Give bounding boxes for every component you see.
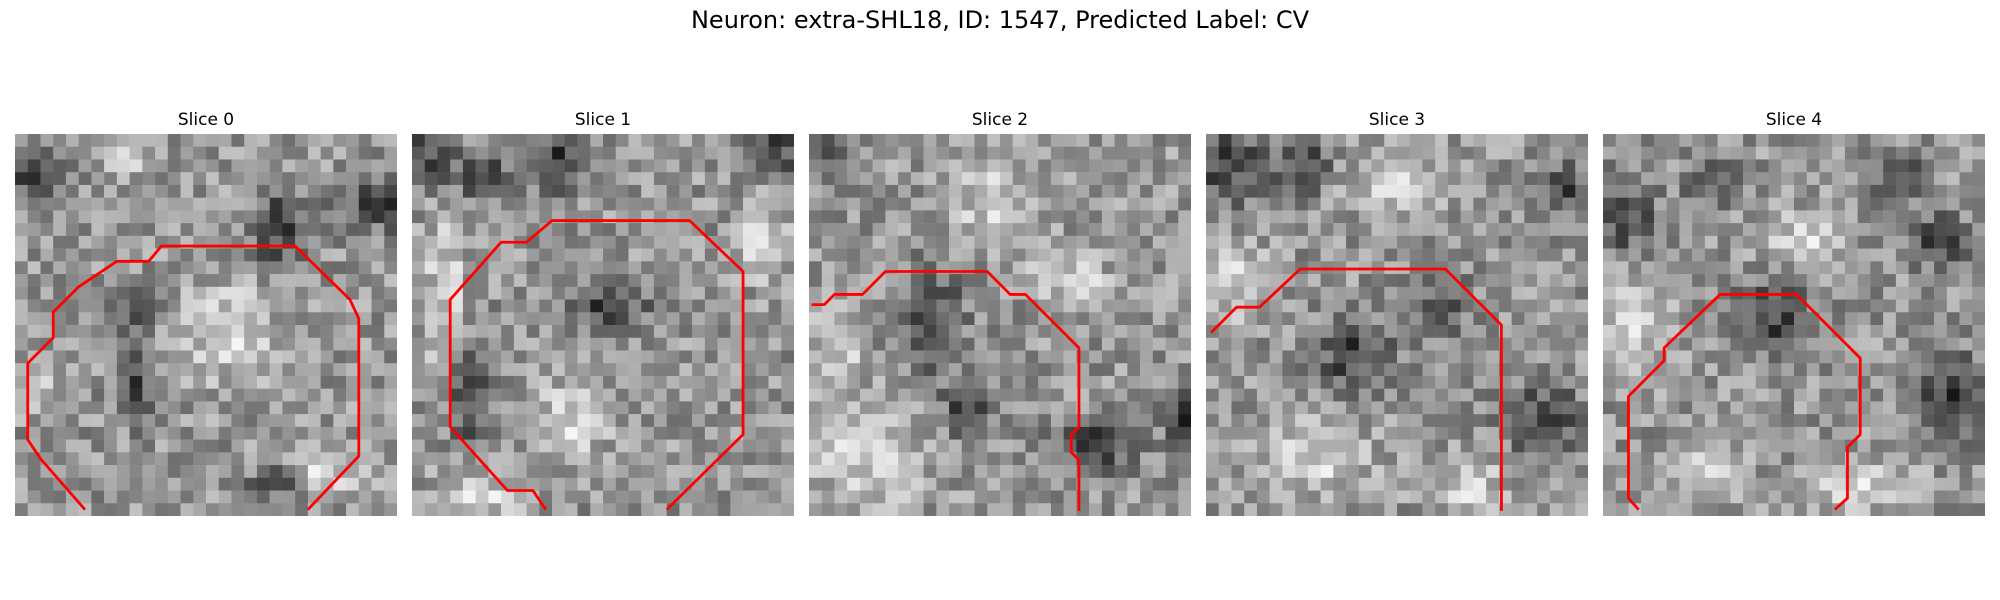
slice-panel-0: Slice 0 <box>15 110 397 516</box>
slice-image <box>809 134 1191 516</box>
slice-title: Slice 3 <box>1206 110 1588 134</box>
figure-title: Neuron: extra-SHL18, ID: 1547, Predicted… <box>0 6 2000 34</box>
slice-panel-3: Slice 3 <box>1206 110 1588 516</box>
slice-image <box>15 134 397 516</box>
slice-image <box>1603 134 1985 516</box>
slice-title: Slice 2 <box>809 110 1191 134</box>
slice-panel-4: Slice 4 <box>1603 110 1985 516</box>
slice-title: Slice 0 <box>15 110 397 134</box>
slice-panel-2: Slice 2 <box>809 110 1191 516</box>
slice-image <box>412 134 794 516</box>
slice-image <box>1206 134 1588 516</box>
slice-title: Slice 4 <box>1603 110 1985 134</box>
slice-title: Slice 1 <box>412 110 794 134</box>
slice-panel-1: Slice 1 <box>412 110 794 516</box>
